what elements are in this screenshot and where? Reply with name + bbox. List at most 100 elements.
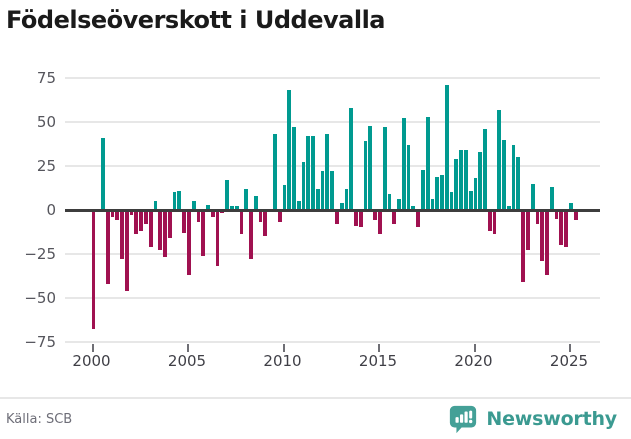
source-label: Källa: SCB xyxy=(6,411,73,427)
gridline xyxy=(65,121,600,123)
bar-negative xyxy=(559,211,564,245)
bar-positive xyxy=(153,201,158,210)
bar-positive xyxy=(549,187,554,210)
bar-positive xyxy=(325,134,330,210)
x-axis-tick xyxy=(569,344,571,352)
bar-positive xyxy=(387,194,392,210)
bar-negative xyxy=(373,211,378,221)
bar-positive xyxy=(172,192,177,210)
bar-negative xyxy=(535,211,540,224)
bar-positive xyxy=(497,109,502,210)
bar-positive xyxy=(206,204,210,210)
x-axis-tick-label: 2000 xyxy=(72,352,111,370)
bar-negative xyxy=(187,211,191,275)
bar-negative xyxy=(105,211,110,284)
bar-positive xyxy=(330,171,335,210)
gridline xyxy=(65,165,600,167)
bar-positive xyxy=(253,195,258,210)
bar-positive xyxy=(435,176,440,210)
gridline xyxy=(65,253,600,255)
bar-negative xyxy=(124,211,129,291)
zero-axis-line xyxy=(65,208,600,212)
bar-positive xyxy=(569,202,573,210)
bar-negative xyxy=(545,211,549,275)
bar-positive xyxy=(502,139,506,210)
bar-negative xyxy=(564,211,569,247)
bar-positive xyxy=(344,188,349,210)
bar-positive xyxy=(411,206,416,210)
gridline xyxy=(65,341,600,343)
bar-negative xyxy=(492,211,497,235)
gridline xyxy=(65,77,600,79)
bar-positive xyxy=(397,199,401,210)
bar-positive xyxy=(244,188,249,210)
bar-positive xyxy=(506,206,511,210)
bar-negative xyxy=(378,211,382,235)
gridline xyxy=(65,297,600,299)
y-axis-tick-label: 50 xyxy=(36,113,56,131)
bar-negative xyxy=(277,211,282,223)
bar-positive xyxy=(483,129,487,210)
plot-area: 75 50 25 0 −25 −50 −75 2000 2005 2010 2015 2020 2025 xyxy=(24,69,600,370)
bar-positive xyxy=(430,199,435,210)
bar-negative xyxy=(120,211,124,260)
bar-negative xyxy=(148,211,153,247)
bar-negative xyxy=(258,211,263,223)
bar-positive xyxy=(473,178,478,210)
bar-negative xyxy=(201,211,206,256)
y-axis-tick-label: −50 xyxy=(24,289,56,307)
y-axis-tick-label: −75 xyxy=(24,333,56,351)
bar-positive xyxy=(349,107,354,210)
x-axis-tick xyxy=(473,344,476,352)
bar-negative xyxy=(392,211,397,224)
bar-negative xyxy=(167,211,172,238)
bar-positive xyxy=(272,134,277,210)
bar-negative xyxy=(110,211,115,217)
bar-positive xyxy=(420,169,425,210)
bar-positive xyxy=(425,116,430,210)
bar-negative xyxy=(526,211,530,251)
bar-positive xyxy=(292,127,296,210)
bar-positive xyxy=(320,171,325,210)
x-axis-tick-label: 2005 xyxy=(167,352,207,370)
brand: Newsworthy xyxy=(448,404,617,434)
bar-negative xyxy=(134,211,139,235)
chart-title: Födelseöverskott i Uddevalla xyxy=(6,6,386,34)
bar-negative xyxy=(521,211,526,282)
bar-negative xyxy=(139,211,144,231)
bar-negative xyxy=(554,211,559,219)
bar-negative xyxy=(239,211,244,235)
bar-positive xyxy=(177,190,182,210)
bar-negative xyxy=(487,211,492,231)
bar-positive xyxy=(339,202,344,210)
bar-negative xyxy=(182,211,187,233)
bar-negative xyxy=(220,211,225,214)
bar-negative xyxy=(163,211,167,258)
bar-negative xyxy=(144,211,148,224)
bar-positive xyxy=(306,136,311,210)
bar-negative xyxy=(215,211,220,267)
bar-positive xyxy=(511,144,516,210)
bar-positive xyxy=(401,118,406,210)
x-axis-tick xyxy=(187,344,189,352)
x-axis-tick xyxy=(282,344,285,352)
x-axis-tick-label: 2025 xyxy=(549,352,589,370)
bar-positive xyxy=(478,151,483,210)
bar-negative xyxy=(115,211,120,221)
bar-positive xyxy=(406,144,411,210)
bar-positive xyxy=(459,150,463,210)
bar-positive xyxy=(363,141,368,210)
bar-positive xyxy=(191,201,196,210)
brand-name: Newsworthy xyxy=(486,408,617,430)
x-axis-tick-label: 2015 xyxy=(358,352,398,370)
bar-positive xyxy=(234,206,239,210)
bar-negative xyxy=(573,211,578,221)
y-axis-tick-label: −25 xyxy=(24,245,56,263)
newsworthy-logo-icon xyxy=(448,404,478,434)
bar-negative xyxy=(196,211,201,223)
y-axis-tick-label: 25 xyxy=(36,157,56,175)
bar-positive xyxy=(440,174,444,210)
bar-negative xyxy=(249,211,253,260)
bar-positive xyxy=(287,90,292,210)
